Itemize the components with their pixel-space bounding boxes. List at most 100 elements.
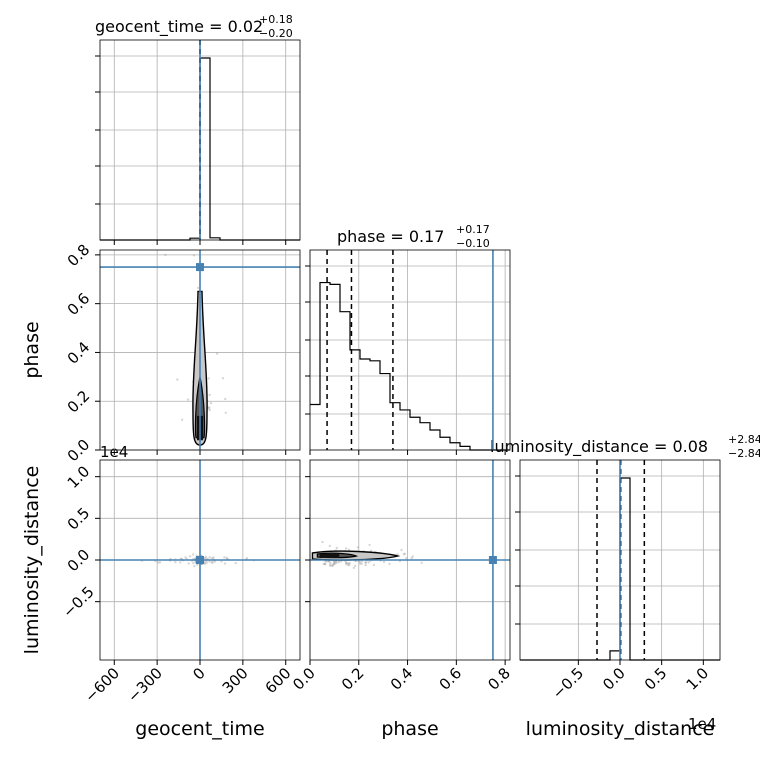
truth-marker — [196, 263, 204, 272]
sample-point — [382, 560, 386, 564]
panel-border — [519, 459, 721, 661]
sample-point — [210, 561, 213, 564]
panel-0-0 — [95, 39, 301, 245]
sample-point — [223, 562, 227, 565]
panel-content — [100, 250, 300, 450]
y-tick-label: −0.5 — [59, 583, 97, 621]
title-luminosity-distance-sup: +2.84 — [728, 433, 760, 446]
histogram-phase — [310, 281, 510, 451]
sample-point — [157, 561, 160, 564]
sample-point — [215, 352, 219, 355]
sample-point — [174, 560, 177, 564]
panel-border — [99, 459, 301, 661]
panel-border — [99, 249, 301, 451]
sample-point — [211, 561, 214, 564]
sample-point — [360, 560, 364, 563]
sample-point — [224, 397, 227, 401]
sample-point — [345, 563, 348, 566]
sample-point — [208, 393, 211, 397]
sample-point — [329, 561, 332, 564]
x-tick-label: −300 — [124, 664, 166, 706]
panel-1-1 — [305, 249, 511, 455]
sample-point — [345, 561, 348, 564]
sample-point — [388, 562, 391, 566]
sample-point — [221, 377, 225, 380]
sample-point — [208, 560, 211, 563]
x-tick-label: 0.2 — [338, 664, 368, 694]
sample-point — [364, 563, 367, 567]
sample-point — [225, 556, 228, 559]
sample-point — [364, 561, 368, 564]
sample-point — [223, 556, 226, 559]
sample-point — [324, 563, 327, 566]
sample-point — [420, 561, 423, 564]
y-tick-label: 0.2 — [64, 387, 94, 417]
sample-point — [204, 555, 207, 558]
y-tick-label: 0.8 — [64, 241, 94, 271]
density-core — [319, 554, 340, 558]
sample-point — [347, 548, 351, 551]
x-tick-label: −0.5 — [549, 664, 587, 702]
x-tick-label: 0.5 — [641, 664, 671, 694]
sample-point — [193, 564, 196, 568]
sample-point — [180, 418, 184, 421]
sample-point — [188, 555, 192, 558]
sample-point — [186, 398, 190, 401]
sample-point — [332, 563, 335, 566]
panel-2-0: −600 −300 0 300 600−0.50.00.51.0 — [59, 459, 301, 706]
sample-point — [210, 557, 214, 560]
sample-point — [220, 560, 223, 563]
x-tick-label: 1.0 — [683, 664, 713, 694]
sample-point — [348, 561, 351, 565]
title-geocent-time: geocent_time = 0.02 — [95, 17, 263, 37]
sample-point — [208, 556, 211, 559]
title-phase-sub: −0.10 — [456, 237, 490, 250]
sample-point — [203, 562, 207, 565]
title-luminosity-distance-sub: −2.84 — [728, 447, 760, 460]
sample-point — [332, 563, 335, 566]
panel-1-0: 0.0 0.2 0.4 0.6 0.8 — [64, 241, 301, 465]
sample-point — [197, 286, 200, 290]
ylabel-luminosity-distance: luminosity_distance — [21, 466, 43, 655]
sample-point — [208, 406, 211, 409]
sample-point — [331, 564, 334, 567]
x-tick-label: −600 — [81, 664, 123, 706]
sample-point — [360, 562, 363, 565]
sample-point — [205, 561, 208, 564]
sample-point — [333, 562, 336, 565]
sample-point — [358, 562, 362, 565]
xlabel-phase: phase — [381, 718, 438, 740]
sample-point — [405, 557, 408, 560]
sample-point — [331, 564, 334, 567]
sample-point — [372, 563, 376, 567]
panel-content — [310, 460, 510, 660]
sample-point — [337, 561, 340, 564]
sample-point — [208, 408, 211, 412]
sample-point — [356, 546, 360, 549]
x-tick-label: 0.0 — [599, 664, 629, 694]
title-phase-sup: +0.17 — [456, 223, 490, 236]
x-tick-label: 0.6 — [436, 664, 466, 694]
sample-point — [203, 561, 206, 564]
sample-point — [321, 540, 324, 544]
sample-point — [353, 564, 357, 568]
offset-text-x-luminosity-distance: 1e4 — [688, 715, 716, 733]
title-geocent-time-sup: +0.18 — [259, 13, 293, 26]
y-tick-label: 0.0 — [64, 546, 94, 576]
sample-point — [347, 564, 350, 567]
y-tick-label: 0.6 — [64, 289, 94, 319]
title-geocent-time-sub: −0.20 — [259, 27, 293, 40]
y-tick-label: 0.5 — [64, 504, 94, 534]
x-tick-label: 0.0 — [289, 664, 319, 694]
panel-2-2: −0.5 0.0 0.5 1.0 — [515, 459, 721, 703]
sample-point — [322, 562, 325, 566]
sample-point — [207, 407, 210, 410]
x-tick-label: 0.8 — [484, 664, 514, 694]
sample-point — [203, 557, 207, 560]
x-tick-label: 0.4 — [387, 664, 417, 694]
sample-point — [207, 377, 210, 380]
sample-point — [344, 547, 348, 550]
sample-point — [192, 254, 196, 257]
panel-content — [100, 460, 300, 660]
